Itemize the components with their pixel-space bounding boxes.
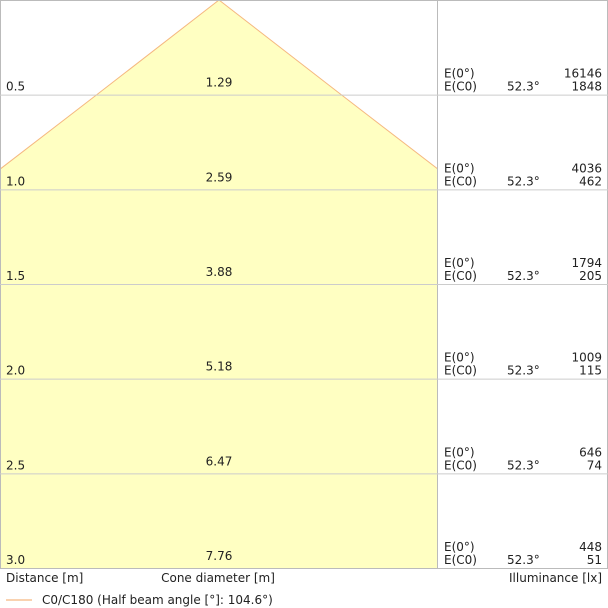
e0-label: E(0°) bbox=[444, 67, 475, 81]
distance-label: 1.5 bbox=[6, 269, 25, 283]
diameter-label: 6.47 bbox=[206, 454, 233, 468]
axis-label: Illuminance [lx] bbox=[509, 571, 602, 585]
diameter-label: 5.18 bbox=[206, 360, 233, 374]
distance-label: 0.5 bbox=[6, 80, 25, 94]
ec0-value: 1848 bbox=[571, 80, 602, 94]
e0-value: 16146 bbox=[564, 67, 602, 81]
e0-value: 1009 bbox=[571, 351, 602, 365]
distance-label: 2.5 bbox=[6, 458, 25, 472]
angle-label: 52.3° bbox=[507, 553, 540, 567]
axis-label: Distance [m] bbox=[6, 571, 83, 585]
angle-label: 52.3° bbox=[507, 80, 540, 94]
angle-label: 52.3° bbox=[507, 174, 540, 188]
axis-label: Cone diameter [m] bbox=[161, 571, 275, 585]
diameter-label: 2.59 bbox=[206, 170, 233, 184]
ec0-value: 74 bbox=[587, 458, 602, 472]
diameter-label: 7.76 bbox=[206, 549, 233, 563]
angle-label: 52.3° bbox=[507, 364, 540, 378]
ec0-label: E(C0) bbox=[444, 174, 477, 188]
e0-value: 1794 bbox=[571, 256, 602, 270]
e0-value: 4036 bbox=[571, 161, 602, 175]
e0-label: E(0°) bbox=[444, 161, 475, 175]
diameter-label: 1.29 bbox=[206, 76, 233, 90]
e0-label: E(0°) bbox=[444, 256, 475, 270]
ec0-label: E(C0) bbox=[444, 553, 477, 567]
e0-label: E(0°) bbox=[444, 351, 475, 365]
ec0-value: 205 bbox=[579, 269, 602, 283]
ec0-label: E(C0) bbox=[444, 364, 477, 378]
ec0-value: 462 bbox=[579, 174, 602, 188]
e0-label: E(0°) bbox=[444, 445, 475, 459]
e0-label: E(0°) bbox=[444, 540, 475, 554]
e0-value: 646 bbox=[579, 445, 602, 459]
ec0-label: E(C0) bbox=[444, 80, 477, 94]
distance-label: 3.0 bbox=[6, 553, 25, 567]
distance-label: 1.0 bbox=[6, 174, 25, 188]
diameter-label: 3.88 bbox=[206, 265, 233, 279]
ec0-value: 115 bbox=[579, 364, 602, 378]
ec0-value: 51 bbox=[587, 553, 602, 567]
e0-value: 448 bbox=[579, 540, 602, 554]
legend-label: C0/C180 (Half beam angle [°]: 104.6°) bbox=[42, 593, 273, 607]
distance-label: 2.0 bbox=[6, 364, 25, 378]
angle-label: 52.3° bbox=[507, 269, 540, 283]
angle-label: 52.3° bbox=[507, 458, 540, 472]
ec0-label: E(C0) bbox=[444, 458, 477, 472]
ec0-label: E(C0) bbox=[444, 269, 477, 283]
